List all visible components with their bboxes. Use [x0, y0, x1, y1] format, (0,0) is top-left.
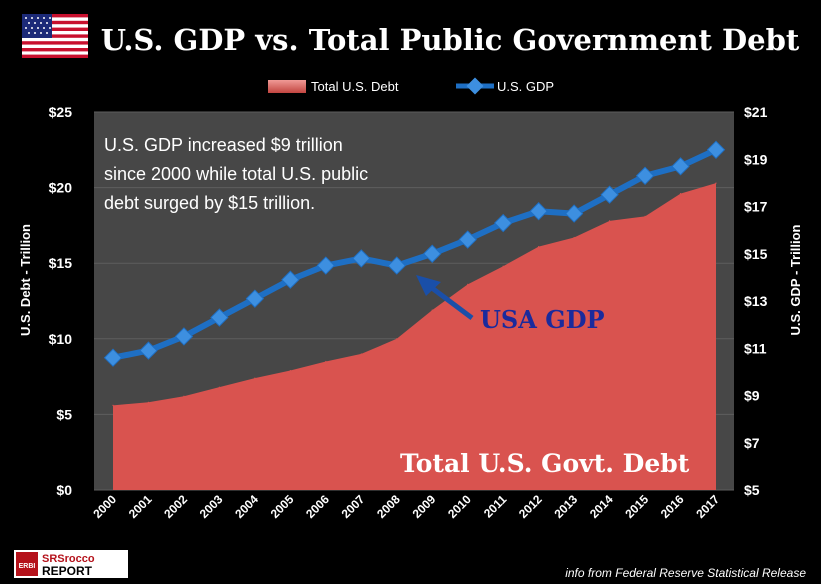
left-tick-label: $10: [49, 331, 73, 347]
debt-area-series: [113, 183, 716, 490]
right-tick-label: $5: [744, 482, 760, 498]
debt-series-points: [112, 182, 717, 406]
x-axis-ticks: 2000 2001 2002 2003 2004 2005 2006 2007 2008 2009…: [90, 492, 722, 521]
debt-point: [112, 404, 114, 406]
gdp-marker: [245, 289, 265, 308]
logo-bottom-text: REPORT: [42, 564, 93, 578]
right-axis-ticks: $5 $7 $9 $11 $13 $15 $17 $19 $21: [744, 104, 768, 498]
debt-point: [254, 377, 256, 379]
right-tick-label: $19: [744, 151, 768, 167]
annotation: U.S. GDP increased $9 trillion since 200…: [104, 135, 368, 213]
legend: Total U.S. Debt U.S. GDP: [268, 77, 554, 95]
x-tick-label: 2001: [126, 492, 155, 521]
debt-point: [396, 338, 398, 340]
legend-marker-gdp: [466, 77, 484, 95]
gdp-marker: [493, 213, 513, 233]
us-flag-icon: [22, 14, 88, 58]
x-tick-label: 2002: [161, 492, 190, 521]
gdp-marker: [316, 256, 336, 275]
right-tick-label: $17: [744, 199, 768, 215]
x-tick-label: 2016: [658, 492, 687, 521]
debt-point: [608, 220, 611, 222]
debt-callout-text: Total U.S. Govt. Debt: [400, 449, 690, 478]
debt-point: [431, 309, 433, 311]
gdp-series-markers: [103, 140, 726, 367]
gdp-marker: [458, 230, 477, 249]
right-axis-title: U.S. GDP - Trillion: [788, 224, 803, 335]
debt-point: [715, 182, 717, 184]
debt-point: [289, 369, 291, 372]
gdp-callout-text: USA GDP: [480, 305, 605, 334]
gdp-marker: [529, 202, 548, 221]
debt-point: [183, 395, 185, 397]
gdp-marker: [706, 140, 726, 159]
gdp-marker: [352, 249, 371, 268]
annotation-line-1: U.S. GDP increased $9 trillion: [104, 135, 343, 155]
x-tick-label: 2004: [232, 492, 261, 521]
chart-title: U.S. GDP vs. Total Public Government Deb…: [101, 23, 800, 57]
left-tick-label: $20: [49, 180, 73, 196]
right-tick-label: $13: [744, 293, 768, 309]
logo-badge-text: ERBI: [19, 563, 36, 570]
gdp-marker: [564, 204, 584, 223]
right-tick-label: $21: [744, 104, 768, 120]
gdp-marker: [139, 341, 158, 360]
srsrocco-logo: ERBI SRSrocco REPORT: [14, 550, 128, 578]
annotation-line-2: since 2000 while total U.S. public: [104, 164, 368, 184]
x-tick-label: 2005: [268, 492, 297, 521]
gdp-marker: [174, 327, 194, 346]
gdp-marker: [387, 256, 406, 275]
x-tick-label: 2012: [516, 492, 545, 521]
debt-point: [538, 245, 540, 248]
left-tick-label: $25: [49, 104, 73, 120]
gdp-marker: [281, 270, 300, 289]
left-tick-label: $5: [56, 406, 72, 422]
x-tick-label: 2011: [481, 492, 510, 521]
debt-point: [147, 401, 150, 403]
gdp-marker: [210, 308, 229, 327]
x-tick-label: 2000: [90, 492, 119, 521]
debt-point: [360, 353, 362, 355]
x-tick-label: 2007: [339, 492, 368, 521]
debt-point: [644, 215, 646, 217]
debt-point: [679, 193, 682, 195]
gdp-marker: [103, 348, 123, 367]
gdp-marker: [600, 185, 619, 204]
gdp-marker: [671, 157, 690, 176]
gdp-marker: [423, 244, 442, 263]
left-tick-label: $15: [49, 255, 73, 271]
x-tick-label: 2009: [410, 492, 439, 521]
debt-point: [502, 265, 504, 267]
left-axis-title: U.S. Debt - Trillion: [18, 224, 33, 336]
left-axis-ticks: $0 $5 $10 $15 $20 $25: [49, 104, 73, 498]
gdp-callout-arrowhead-icon: [416, 275, 441, 296]
debt-point: [325, 360, 327, 363]
gdp-marker: [635, 166, 655, 185]
x-tick-label: 2015: [622, 492, 651, 521]
legend-swatch-debt: [268, 80, 306, 93]
right-tick-label: $7: [744, 435, 760, 451]
debt-point: [218, 386, 221, 388]
x-tick-label: 2013: [551, 492, 580, 521]
x-tick-label: 2003: [197, 492, 226, 521]
debt-point: [467, 283, 469, 285]
right-tick-label: $15: [744, 246, 768, 262]
x-tick-label: 2017: [693, 492, 722, 521]
legend-label-debt: Total U.S. Debt: [311, 79, 399, 94]
gdp-callout-arrow-shaft: [426, 283, 474, 320]
legend-label-gdp: U.S. GDP: [497, 79, 554, 94]
logo-top-text: SRSrocco: [42, 553, 95, 565]
x-tick-label: 2008: [374, 492, 403, 521]
right-tick-label: $11: [744, 340, 767, 356]
debt-point: [573, 236, 575, 239]
x-tick-label: 2010: [445, 492, 474, 521]
x-tick-label: 2014: [587, 492, 616, 521]
annotation-line-3: debt surged by $15 trillion.: [104, 193, 315, 213]
x-tick-label: 2006: [303, 492, 332, 521]
right-tick-label: $9: [744, 388, 760, 404]
source-note: info from Federal Reserve Statistical Re…: [565, 566, 806, 580]
left-tick-label: $0: [56, 482, 72, 498]
gdp-callout: USA GDP: [416, 275, 605, 334]
